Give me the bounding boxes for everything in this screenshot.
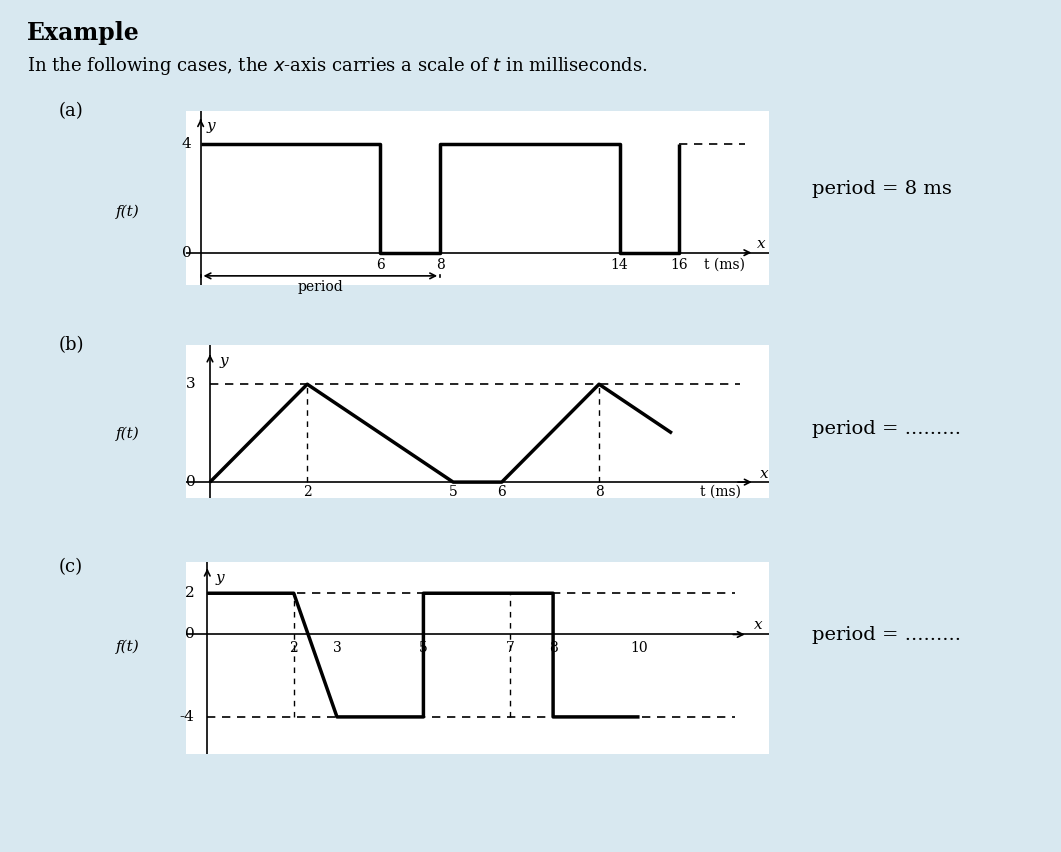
Text: period = .........: period = ......... <box>812 420 960 439</box>
Text: 0: 0 <box>181 245 192 260</box>
Text: 8: 8 <box>594 485 604 498</box>
Text: In the following cases, the $x$-axis carries a scale of $t$ in milliseconds.: In the following cases, the $x$-axis car… <box>27 55 647 78</box>
Text: 2: 2 <box>302 485 312 498</box>
Text: x: x <box>754 619 763 632</box>
Text: 6: 6 <box>498 485 506 498</box>
Text: 2: 2 <box>185 586 194 601</box>
Text: y: y <box>207 119 215 133</box>
Text: x: x <box>758 238 766 251</box>
Text: 5: 5 <box>419 641 428 654</box>
Text: 8: 8 <box>436 257 445 272</box>
Text: (c): (c) <box>58 558 83 576</box>
Text: 2: 2 <box>290 641 298 654</box>
Text: period: period <box>297 280 343 294</box>
Text: 5: 5 <box>449 485 457 498</box>
Text: -4: -4 <box>179 710 194 724</box>
Text: 16: 16 <box>671 257 689 272</box>
Text: 14: 14 <box>611 257 628 272</box>
Text: 0: 0 <box>186 475 195 489</box>
Text: 3: 3 <box>332 641 342 654</box>
Text: t (ms): t (ms) <box>700 485 741 498</box>
Text: y: y <box>220 354 228 368</box>
Text: 3: 3 <box>186 377 195 391</box>
Text: t (ms): t (ms) <box>703 257 745 272</box>
Text: 8: 8 <box>549 641 557 654</box>
Text: period = .........: period = ......... <box>812 626 960 644</box>
Text: 0: 0 <box>185 627 194 642</box>
Text: y: y <box>216 571 225 584</box>
Text: Example: Example <box>27 21 139 45</box>
Text: f(t): f(t) <box>116 640 139 653</box>
Text: x: x <box>760 468 768 481</box>
Text: 6: 6 <box>376 257 384 272</box>
Text: f(t): f(t) <box>116 204 139 219</box>
Text: 4: 4 <box>181 136 192 151</box>
Text: 10: 10 <box>630 641 648 654</box>
Text: f(t): f(t) <box>116 427 139 441</box>
Text: 7: 7 <box>505 641 515 654</box>
Text: period = 8 ms: period = 8 ms <box>812 181 952 199</box>
Text: (b): (b) <box>58 337 84 354</box>
Text: (a): (a) <box>58 102 83 120</box>
